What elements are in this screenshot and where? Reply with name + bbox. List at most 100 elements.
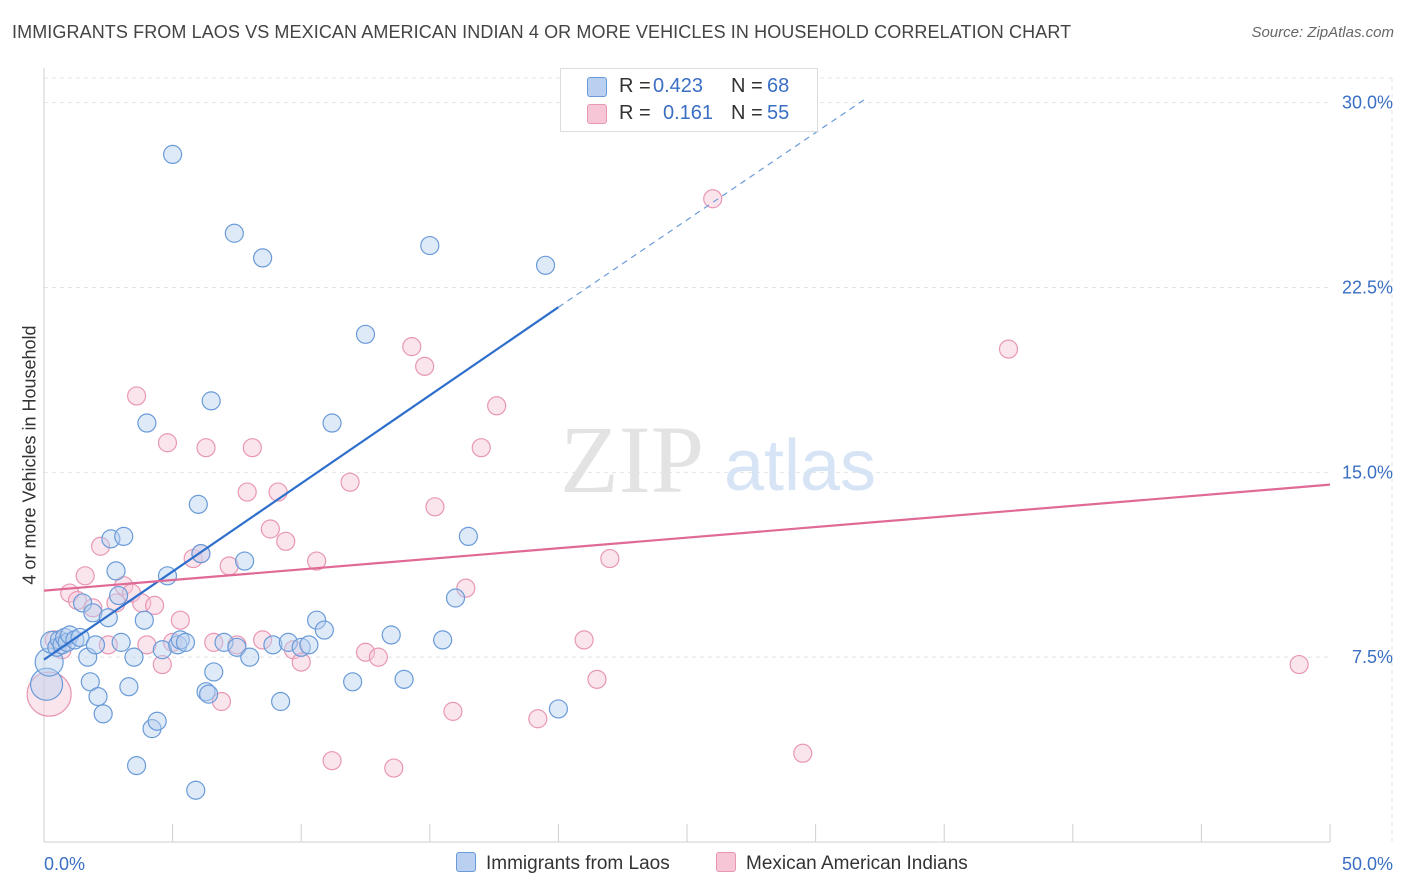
mexican-american-indian-point [443,701,463,721]
n-label: N = [731,102,763,124]
mexican-american-indian-point [260,519,280,539]
laos-point [394,669,414,689]
mexican-american-indian-point [703,189,723,209]
laos-point [235,551,255,571]
legend-swatch-laos [456,852,476,872]
y-tick-label: 30.0% [1342,93,1393,113]
axes [43,68,1331,843]
laos-point [137,413,157,433]
mexican-american-indian-point [793,743,813,763]
trend-line-laos-extension [558,97,868,308]
mexican-american-indian-point [425,497,445,517]
laos-point [240,647,260,667]
mexican-american-indian-point [471,438,491,458]
stats-legend: R = 0.423 N = 68 R = 0.161 N = 55 [560,68,818,132]
mexican-american-indian-point [415,356,435,376]
source-label: Source: ZipAtlas.com [1251,24,1394,41]
x-tick-label: 0.0% [44,854,85,874]
laos-point [124,647,144,667]
mexican-american-indian-point [1289,654,1309,675]
laos-point [445,588,466,608]
laos-point [433,630,453,650]
mexican-american-indian-point [144,595,165,616]
mexican-american-indian-point [75,566,95,586]
mexican-american-indian-point [456,578,476,598]
laos-point [111,632,131,652]
laos-point [263,635,283,655]
blue-swatch [587,77,607,97]
laos-point [119,677,139,697]
laos-point [199,684,219,704]
chart-title: IMMIGRANTS FROM LAOS VS MEXICAN AMERICAN… [12,22,1072,42]
y-axis-label: 4 or more Vehicles in Household [19,325,40,585]
series-mexican-american-indians-points [26,189,1309,778]
tick-labels: 7.5% 15.0% 22.5% 30.0% 0.0% 50.0% [44,93,1393,874]
mexican-american-indian-point [26,671,72,717]
mexican-american-indian-point [67,590,88,611]
laos-point [152,640,172,660]
laos-point [83,603,103,623]
mexican-american-indian-point [242,438,262,458]
laos-point [314,620,334,640]
y-tick-label: 22.5% [1342,277,1393,297]
legend-label-laos: Immigrants from Laos [486,853,670,874]
mexican-american-indian-point [574,630,594,650]
laos-point [88,686,108,707]
laos-point [134,610,154,630]
mexican-american-indian-point [355,642,376,662]
mexican-american-indian-point [137,635,157,655]
mexican-american-indian-point [157,433,178,453]
laos-point [224,223,244,243]
mexican-american-indian-point [276,531,296,551]
trend-line-laos [43,306,560,661]
laos-point [47,637,67,657]
mexican-american-indian-point [253,630,273,650]
r-label: R = [619,75,651,97]
mexican-american-indian-point [170,610,190,630]
laos-point [108,585,129,606]
laos-point [168,635,188,655]
mexican-american-indian-point [204,632,224,652]
laos-point [29,667,64,701]
laos-point [278,632,298,652]
laos-point [170,630,190,650]
mexican-american-indian-point [322,751,342,771]
laos-point [535,255,556,275]
x-tick-label: 50.0% [1342,854,1393,874]
laos-point [126,755,147,776]
laos-point [420,235,440,256]
mexican-american-indian-point [237,482,257,502]
mexican-american-indian-point [340,472,360,492]
laos-point [307,610,327,630]
laos-point [196,682,216,702]
mexican-american-indian-point [83,598,103,618]
trend-line-mexican-american-indians [43,483,1331,592]
laos-point [227,637,247,657]
laos-point [163,144,183,164]
mexican-american-indian-point [384,758,404,778]
mexican-american-indian-point [307,551,327,571]
trend-lines [43,97,1331,661]
n-value-pink: 55 [767,102,790,124]
r-value-blue: 0.423 [653,75,704,97]
laos-point [548,699,569,719]
laos-point [175,632,196,652]
laos-point [80,672,100,692]
r-label: R = [619,102,651,124]
mexican-american-indian-point [368,647,388,667]
laos-point [72,593,93,613]
laos-point [458,526,478,547]
laos-point [188,494,208,514]
y-tick-label: 7.5% [1352,647,1393,667]
series-immigrants-from-laos-points [29,144,569,800]
mexican-american-indian-point [126,386,147,406]
laos-point [204,662,224,682]
r-value-pink: 0.161 [663,102,714,124]
legend-swatch-mexican-american-indians [716,852,736,872]
laos-point [106,561,126,581]
mexican-american-indian-point [487,396,507,416]
legend-item-laos: Immigrants from Laos [456,852,670,875]
laos-point [214,632,234,652]
mexican-american-indian-point [90,536,111,556]
